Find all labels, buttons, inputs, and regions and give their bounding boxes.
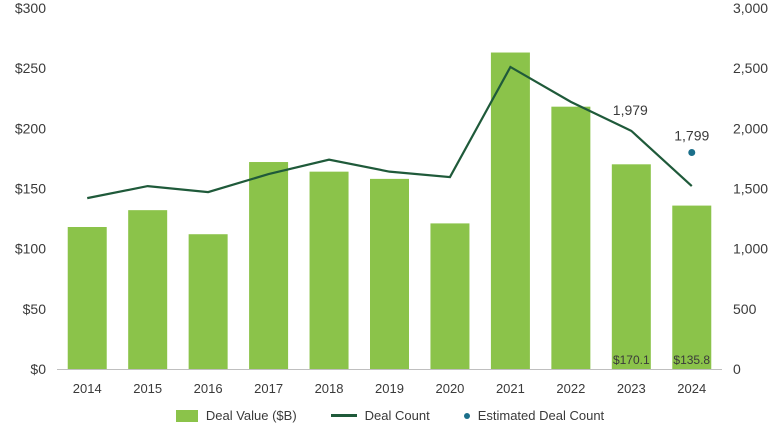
legend-label-estimated-deal-count: Estimated Deal Count — [477, 408, 605, 423]
legend: Deal Value ($B) Deal Count Estimated Dea… — [0, 408, 780, 423]
left-axis-tick-label: $0 — [30, 361, 46, 377]
legend-dot-swatch — [463, 412, 470, 419]
left-axis-tick-label: $300 — [15, 0, 46, 16]
legend-bar-swatch — [175, 409, 198, 422]
deal-count-line-group — [87, 65, 696, 200]
left-axis-tick-label: $100 — [15, 241, 46, 257]
x-axis: 2014 2015 2016 2017 2018 2019 2020 2021 2022 2023… — [57, 369, 722, 396]
bar-2019 — [370, 178, 409, 369]
estimated-deal-count-point — [688, 149, 696, 157]
bar-2016 — [188, 234, 228, 369]
right-axis-tick-label: 3,000 — [733, 0, 768, 16]
left-axis-tick-label: $250 — [15, 60, 46, 76]
right-axis-tick-label: 2,000 — [733, 120, 768, 136]
left-axis-tick-label: $50 — [23, 301, 47, 317]
x-tick-label-2019: 2019 — [375, 381, 404, 396]
bar-2018 — [309, 171, 349, 369]
x-tick-label-2018: 2018 — [315, 381, 344, 396]
bar-2017 — [249, 162, 289, 369]
bar-2015 — [128, 210, 168, 369]
legend-item-deal-count: Deal Count — [330, 408, 430, 423]
bar-2014 — [67, 227, 107, 369]
legend-line-swatch — [330, 414, 357, 417]
x-tick-label-2014: 2014 — [73, 381, 102, 396]
x-tick-label-2016: 2016 — [194, 381, 223, 396]
x-tick-label-2023: 2023 — [617, 381, 646, 396]
left-y-axis: $0 $50 $100 $150 $200 $250 $300 — [15, 0, 46, 377]
x-tick-label-2022: 2022 — [556, 381, 585, 396]
data-labels: $170.1 $135.8 1,979 1,799 — [613, 102, 711, 367]
bar-2022 — [551, 106, 591, 369]
right-axis-tick-label: 500 — [733, 301, 757, 317]
x-tick-label-2024: 2024 — [677, 381, 706, 396]
right-axis-tick-label: 1,500 — [733, 181, 768, 197]
legend-item-deal-value: Deal Value ($B) — [175, 408, 297, 423]
x-tick-label-2021: 2021 — [496, 381, 525, 396]
x-tick-label-2017: 2017 — [254, 381, 283, 396]
bar-2024 — [672, 205, 712, 369]
right-axis-tick-label: 1,000 — [733, 241, 768, 257]
legend-label-deal-count: Deal Count — [364, 408, 430, 423]
legend-label-deal-value: Deal Value ($B) — [205, 408, 297, 423]
left-axis-tick-label: $200 — [15, 120, 46, 136]
bar-value-label-2023: $170.1 — [613, 353, 650, 367]
bar-value-label-2024: $135.8 — [673, 353, 710, 367]
deal-count-label-2023: 1,979 — [613, 102, 648, 118]
x-tick-label-2020: 2020 — [435, 381, 464, 396]
left-axis-tick-label: $150 — [15, 181, 46, 197]
x-tick-label-2015: 2015 — [133, 381, 162, 396]
bar-2023 — [611, 164, 651, 369]
bar-2020 — [430, 223, 470, 369]
right-axis-tick-label: 0 — [733, 361, 741, 377]
legend-item-estimated-deal-count: Estimated Deal Count — [463, 408, 605, 423]
estimated-deal-count-label: 1,799 — [674, 128, 709, 144]
right-axis-tick-label: 2,500 — [733, 60, 768, 76]
deal-count-line — [87, 65, 693, 200]
bar-2021 — [490, 52, 530, 369]
right-y-axis: 0 500 1,000 1,500 2,000 2,500 3,000 — [733, 0, 768, 377]
bars — [67, 52, 712, 369]
